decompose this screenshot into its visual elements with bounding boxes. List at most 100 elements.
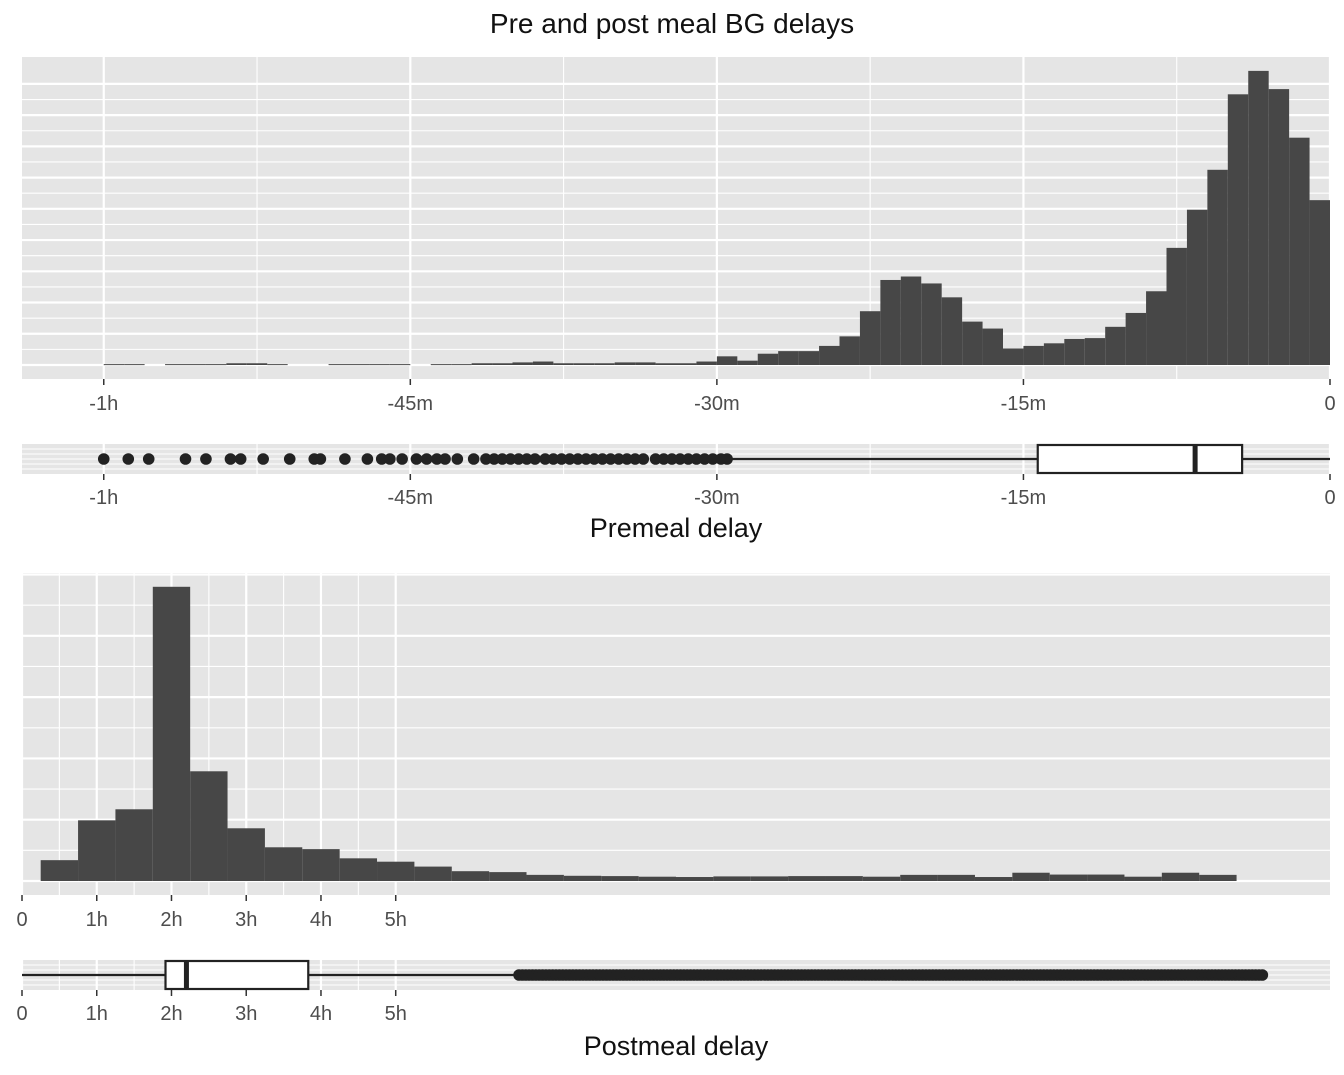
histogram-bar [937, 874, 975, 881]
outlier-point [612, 453, 625, 465]
histogram-bar [389, 364, 411, 366]
outlier-point [384, 453, 396, 465]
iqr-box [1036, 443, 1244, 475]
histogram-bar [1084, 338, 1106, 365]
x-tick-label: 5h [385, 909, 407, 931]
histogram-bar [246, 363, 268, 365]
histogram-bar [859, 311, 881, 365]
premeal-histogram-background [22, 57, 1330, 379]
histogram-bar [601, 876, 639, 881]
outlier-point [563, 453, 576, 465]
x-tick-label: 0 [1324, 393, 1335, 415]
premeal-histogram-bars [103, 70, 1330, 366]
histogram-bar [962, 321, 983, 365]
histogram-bar [430, 364, 452, 366]
histogram-bar [124, 364, 145, 366]
outlier-point [604, 453, 617, 465]
outlier-point [224, 453, 237, 465]
outlier-point [410, 453, 423, 465]
histogram-bar [1125, 312, 1147, 365]
histogram-bar [1049, 874, 1088, 881]
histogram-bar [1146, 291, 1167, 365]
histogram-bar [1003, 348, 1024, 365]
histogram-bar [941, 297, 963, 365]
premeal-boxplot-panel: -1h -45m -30m -15m 0 Premeal delay [22, 443, 1336, 543]
histogram-bar [778, 351, 799, 365]
x-tick-label: 3h [235, 909, 257, 931]
histogram-bar [1227, 94, 1249, 366]
outlier-point [621, 453, 633, 465]
x-tick-label: 2h [160, 909, 182, 931]
outlier-point [179, 453, 192, 465]
histogram-bar [594, 363, 615, 365]
outlier-point [200, 453, 212, 465]
histogram-bar [152, 586, 191, 881]
outlier-point [674, 453, 686, 465]
postmeal-histogram-panel: 0 1h 2h 3h 4h 5h [16, 573, 1330, 931]
histogram-bar [451, 871, 490, 881]
histogram-bar [900, 276, 922, 365]
histogram-bar [339, 858, 378, 881]
outlier-point [637, 453, 650, 465]
iqr-box [164, 959, 310, 991]
outlier-point [682, 453, 695, 465]
histogram-bar [921, 283, 942, 365]
outlier-point [451, 453, 464, 465]
histogram-bar [573, 363, 595, 365]
histogram-bar [471, 363, 493, 365]
histogram-bar [563, 875, 602, 881]
outlier-point [521, 453, 533, 465]
histogram-bar [737, 360, 758, 365]
histogram-bar [512, 362, 533, 365]
histogram-bar [750, 876, 789, 881]
outlier-point [420, 453, 433, 465]
postmeal-boxplot-x-tick-labels: 0 1h 2h 3h 4h 5h [16, 990, 407, 1025]
histogram-bar [78, 820, 116, 881]
histogram-bar [638, 876, 676, 881]
outlier-point [439, 453, 451, 465]
x-tick-label: 1h [86, 909, 108, 931]
outlier-point [314, 453, 327, 465]
premeal-histogram-x-tick-labels: -1h -45m -30m -15m 0 [89, 379, 1336, 415]
x-tick-label: -30m [694, 487, 740, 509]
outlier-point [431, 453, 443, 465]
x-tick-label: 5h [385, 1003, 407, 1025]
outlier-point [234, 453, 247, 465]
postmeal-boxplot-marks [22, 959, 1269, 991]
histogram-bar [696, 361, 717, 365]
postmeal-boxplot-panel: 0 1h 2h 3h 4h 5h Postmeal delay [16, 959, 1330, 1061]
outlier-point [488, 453, 500, 465]
histogram-bar [1023, 345, 1044, 365]
histogram-bar [757, 353, 779, 365]
postmeal-histogram-x-tick-labels: 0 1h 2h 3h 4h 5h [16, 895, 407, 931]
x-tick-label: 1h [86, 1003, 108, 1025]
histogram-bar [349, 364, 370, 366]
outlier-point [339, 453, 351, 465]
histogram-bar [264, 847, 303, 881]
x-tick-label: 0 [1324, 487, 1335, 509]
x-tick-label: -45m [388, 487, 434, 509]
x-tick-label: -1h [89, 487, 118, 509]
outlier-point [666, 453, 678, 465]
x-tick-label: 3h [235, 1003, 257, 1025]
histogram-bar [369, 364, 390, 366]
histogram-bar [267, 364, 288, 366]
outlier-point [706, 453, 719, 465]
outlier-point [496, 453, 509, 465]
outlier-point [480, 453, 492, 465]
histogram-bar [676, 363, 697, 365]
histogram-bar [328, 364, 349, 366]
histogram-bar [205, 364, 227, 366]
histogram-bar [900, 874, 938, 881]
x-tick-label: -15m [1001, 487, 1047, 509]
histogram-bar [227, 828, 265, 881]
histogram-bar [185, 364, 206, 366]
histogram-bar [165, 364, 186, 366]
histogram-bar [1186, 209, 1208, 365]
histogram-bar [115, 809, 153, 881]
histogram-bar [614, 362, 636, 365]
histogram-bar [862, 876, 901, 881]
x-tick-label: 4h [310, 909, 332, 931]
outlier-point [657, 453, 670, 465]
histogram-bar [1199, 874, 1237, 881]
